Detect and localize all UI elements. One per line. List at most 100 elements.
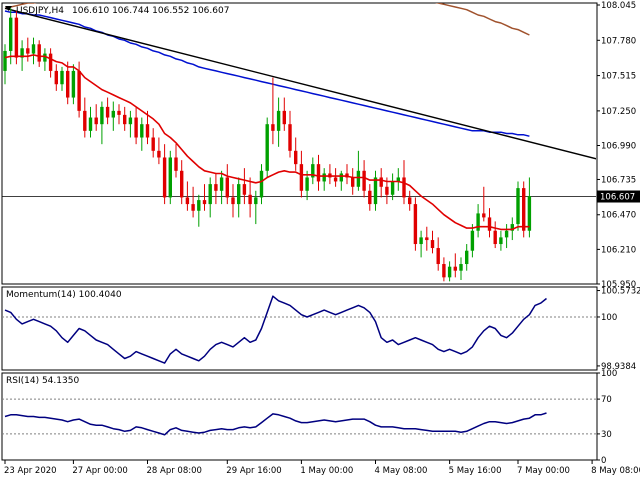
price-axis-tick-label: 106.210 — [601, 245, 636, 255]
chart-header: USDJPY,H4 106.610 106.744 106.552 106.60… — [5, 6, 229, 16]
candle-body — [305, 177, 309, 191]
price-axis-tick-label: 107.250 — [601, 107, 636, 117]
candle-body — [499, 237, 503, 245]
candle-body — [504, 230, 509, 238]
rsi-panel-frame — [1, 372, 598, 461]
triangle-down-icon[interactable] — [5, 6, 12, 11]
candle-body — [140, 124, 144, 138]
candle-body — [379, 177, 383, 187]
rsi-panel: 100 70 30 0 RSI(14) 54.1350 — [1, 369, 617, 466]
candle-body — [231, 197, 235, 205]
candle-body — [111, 110, 115, 118]
candle-body — [83, 110, 87, 131]
main-plot-area — [2, 3, 596, 282]
candle-body — [390, 181, 395, 195]
candle-body — [322, 173, 326, 182]
momentum-title: Momentum(14) 100.4040 — [6, 290, 122, 300]
candle-body — [362, 170, 366, 191]
price-axis-tick-label: 107.515 — [601, 72, 636, 82]
candle-body — [105, 106, 110, 118]
candle-body — [123, 114, 127, 125]
candle-body — [162, 157, 167, 198]
candle-body — [299, 164, 304, 191]
candle-body — [48, 53, 53, 71]
rsi-axis-tick-label: 100 — [601, 369, 617, 379]
candle-body — [37, 44, 41, 62]
candle-body — [476, 213, 480, 231]
candle-body — [208, 184, 212, 205]
momentum-line — [4, 295, 547, 364]
candle-body — [134, 117, 138, 138]
ohlc-label: 106.610 106.744 106.552 106.607 — [72, 6, 229, 16]
momentum-axis-tick-label: 100.5732 — [601, 287, 640, 297]
candle-body — [14, 17, 19, 58]
candle-body — [9, 17, 13, 51]
time-tick-label: 4 May 08:00 — [375, 466, 428, 476]
time-tick-label: 23 Apr 2020 — [4, 466, 57, 476]
candle-body — [276, 110, 281, 131]
price-axis-tick-label: 108.045 — [601, 1, 636, 11]
rsi-axis-tick-label: 30 — [601, 430, 612, 440]
candle-body — [197, 200, 201, 211]
candle-body — [487, 217, 492, 231]
momentum-axis-tick-label: 100 — [601, 313, 617, 323]
candle-body — [351, 177, 355, 187]
candle-body — [368, 190, 372, 205]
candle-body — [425, 237, 429, 241]
candle-body — [66, 70, 70, 98]
ema-red-line — [4, 54, 530, 231]
main-panel-frame — [1, 2, 598, 285]
candle-body — [294, 150, 298, 165]
time-tick-label: 28 Apr 08:00 — [147, 466, 202, 476]
candle-body — [174, 157, 178, 171]
candle-body — [470, 230, 475, 251]
sma-brown-line — [4, 3, 530, 36]
candle-body — [77, 70, 81, 111]
candle-body — [100, 106, 104, 125]
candle-body — [71, 70, 76, 98]
candle-body — [516, 188, 520, 225]
time-tick-label: 7 May 00:00 — [517, 466, 570, 476]
candle-body — [254, 197, 258, 205]
candle-body — [191, 204, 195, 211]
price-axis-tick-label: 107.780 — [601, 36, 636, 46]
candle-body — [373, 177, 378, 205]
candle-body — [43, 53, 47, 62]
price-axis-tick-label: 106.470 — [601, 211, 636, 221]
rsi-axis-tick-label: 0 — [601, 456, 606, 466]
symbol-label: USDJPY,H4 — [16, 6, 64, 16]
candle-body — [356, 170, 361, 187]
sma-blue-line — [4, 10, 530, 137]
candle-body — [482, 213, 486, 218]
candle-body — [3, 50, 7, 71]
candle-body — [145, 124, 150, 138]
candle-body — [453, 266, 457, 271]
candle-body — [54, 70, 58, 85]
price-axis-tick-label: 105.950 — [601, 280, 636, 290]
price-axis-tick-label: 106.735 — [601, 175, 636, 185]
candle-body — [316, 164, 321, 182]
time-tick-label: 1 May 00:00 — [300, 466, 353, 476]
price-axis-tick-label: 106.990 — [601, 141, 636, 151]
candle-body — [465, 250, 469, 265]
candle-body — [339, 173, 343, 182]
candle-body — [333, 177, 338, 182]
candle-body — [282, 110, 286, 125]
time-tick-label: 8 May 08:00 — [591, 466, 640, 476]
candle-body — [402, 177, 406, 198]
candle-body — [419, 237, 423, 245]
candle-body — [202, 200, 207, 205]
candle-body — [214, 184, 218, 191]
candle-body — [493, 230, 497, 245]
candle-body — [185, 197, 190, 205]
current-price-tag-label: 106.607 — [600, 193, 635, 203]
candle-body — [225, 177, 229, 198]
trendline — [4, 7, 596, 160]
time-axis: 23 Apr 2020 27 Apr 00:00 28 Apr 08:00 29 Ap… — [4, 460, 640, 476]
time-tick-label: 5 May 16:00 — [449, 466, 502, 476]
candle-body — [385, 186, 389, 195]
candle-body — [430, 240, 435, 249]
candle-body — [459, 264, 463, 271]
